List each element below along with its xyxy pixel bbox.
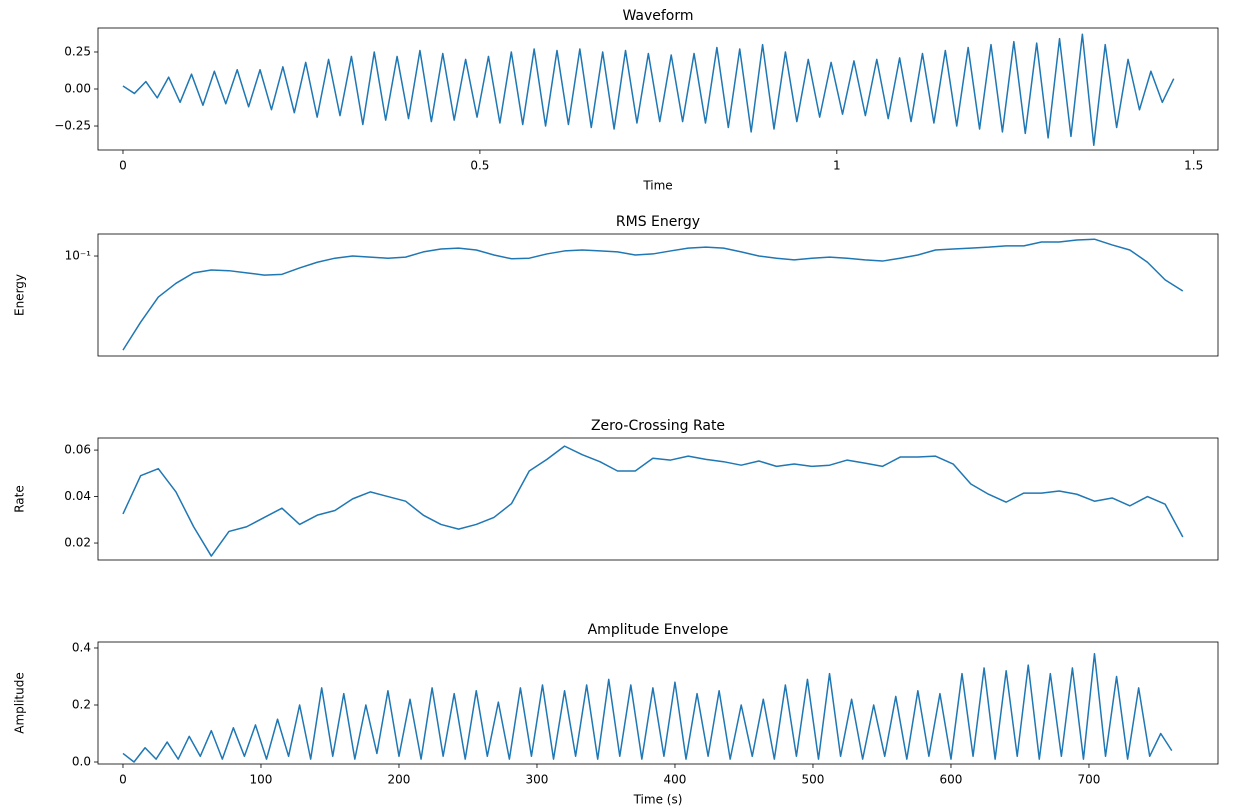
subplot-title: RMS Energy <box>616 214 700 230</box>
x-tick-label: 400 <box>664 773 687 787</box>
x-tick-label: 0.5 <box>470 159 489 173</box>
y-tick-label: 0.04 <box>64 489 91 503</box>
y-axis-label: Energy <box>13 274 27 316</box>
axes-frame <box>97 641 1219 765</box>
y-tick-label: 0.0 <box>72 755 91 769</box>
x-tick-label: 600 <box>940 773 963 787</box>
x-tick-label: 700 <box>1078 773 1101 787</box>
y-axis-label: Rate <box>13 485 27 513</box>
data-line <box>122 238 1184 351</box>
x-tick-label: 200 <box>388 773 411 787</box>
subplot-title: Zero-Crossing Rate <box>591 418 725 434</box>
x-axis-label: Time (s) <box>633 793 683 807</box>
subplot-title: Waveform <box>622 8 693 24</box>
y-tick-label: 0.02 <box>64 536 91 550</box>
y-tick-label: 0.4 <box>72 640 91 654</box>
subplot-title: Amplitude Envelope <box>588 622 729 638</box>
data-line <box>122 652 1173 763</box>
data-line <box>122 445 1184 557</box>
y-tick-label: 10⁻¹ <box>65 249 92 263</box>
axes-frame <box>97 437 1219 561</box>
y-tick-label: 0.06 <box>64 443 91 457</box>
x-axis-label: Time <box>642 179 672 193</box>
x-tick-label: 500 <box>802 773 825 787</box>
x-tick-label: 1.5 <box>1184 159 1203 173</box>
y-tick-label: 0.00 <box>64 82 91 96</box>
x-tick-label: 1 <box>833 159 841 173</box>
y-axis-label: Amplitude <box>13 672 27 734</box>
x-tick-label: 300 <box>526 773 549 787</box>
axes-frame <box>97 233 1219 357</box>
y-tick-label: 0.25 <box>64 44 91 58</box>
x-tick-label: 0 <box>119 159 127 173</box>
y-tick-label: 0.2 <box>72 697 91 711</box>
x-tick-label: 100 <box>250 773 273 787</box>
y-tick-label: −0.25 <box>54 119 91 133</box>
x-tick-label: 0 <box>119 773 127 787</box>
data-line <box>122 33 1175 147</box>
